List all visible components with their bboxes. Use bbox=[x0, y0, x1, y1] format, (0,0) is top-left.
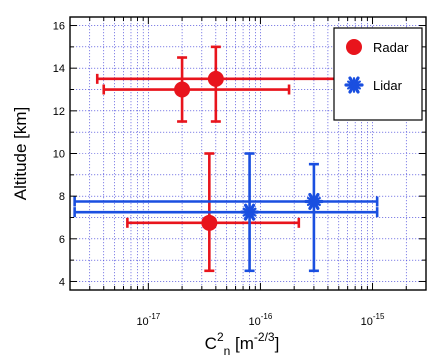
series-radar bbox=[95, 45, 341, 273]
asterisk-stroke bbox=[306, 196, 321, 206]
x-axis-title-sup: 2 bbox=[217, 330, 224, 344]
radar-marker bbox=[207, 70, 224, 87]
legend-item-radar: Radar bbox=[346, 39, 409, 55]
legend: Radar Lidar bbox=[333, 27, 423, 121]
y-tick-label: 16 bbox=[53, 21, 65, 33]
x-axis-title-unit: [m bbox=[230, 334, 254, 353]
data-point-lidar bbox=[73, 152, 379, 273]
x-axis-title: C2n [m-2/3] bbox=[205, 330, 280, 358]
asterisk-stroke bbox=[347, 80, 361, 90]
x-tick-label: 10-15 bbox=[361, 312, 385, 328]
lidar-marker bbox=[239, 203, 260, 221]
data-point-radar bbox=[95, 45, 341, 123]
x-axis-title-base: C bbox=[205, 334, 217, 353]
y-tick-label: 4 bbox=[59, 276, 65, 288]
y-tick-label: 12 bbox=[53, 106, 65, 118]
asterisk-stroke bbox=[242, 207, 257, 217]
y-axis-title: Altitude [km] bbox=[11, 107, 30, 201]
y-tick-label: 6 bbox=[59, 234, 65, 246]
y-tick-label: 10 bbox=[53, 149, 65, 161]
tick-layer: 4 6 8 10 12 14 16 10-17 10-16 10-15 bbox=[53, 17, 426, 328]
legend-radar-marker bbox=[346, 39, 362, 55]
x-axis-title-sub: n bbox=[224, 344, 231, 358]
x-axis-title-unit-exponent: -2/3 bbox=[254, 330, 275, 344]
legend-item-lidar: Lidar bbox=[344, 76, 403, 94]
legend-label: Radar bbox=[373, 40, 409, 55]
data-point-radar bbox=[102, 56, 291, 123]
x-tick-label: 10-17 bbox=[136, 312, 160, 328]
lidar-marker bbox=[304, 192, 324, 211]
data-layer bbox=[73, 45, 379, 273]
radar-marker bbox=[174, 81, 191, 98]
y-tick-label: 8 bbox=[59, 191, 65, 203]
series-lidar bbox=[73, 152, 379, 273]
legend-lidar-marker bbox=[344, 76, 364, 94]
x-tick-label: 10-16 bbox=[249, 312, 273, 328]
y-tick-label: 14 bbox=[53, 63, 65, 75]
data-point-lidar bbox=[73, 162, 379, 273]
radar-marker bbox=[201, 214, 218, 231]
x-axis-title-unit-close: ] bbox=[275, 334, 280, 353]
legend-label: Lidar bbox=[373, 78, 403, 93]
